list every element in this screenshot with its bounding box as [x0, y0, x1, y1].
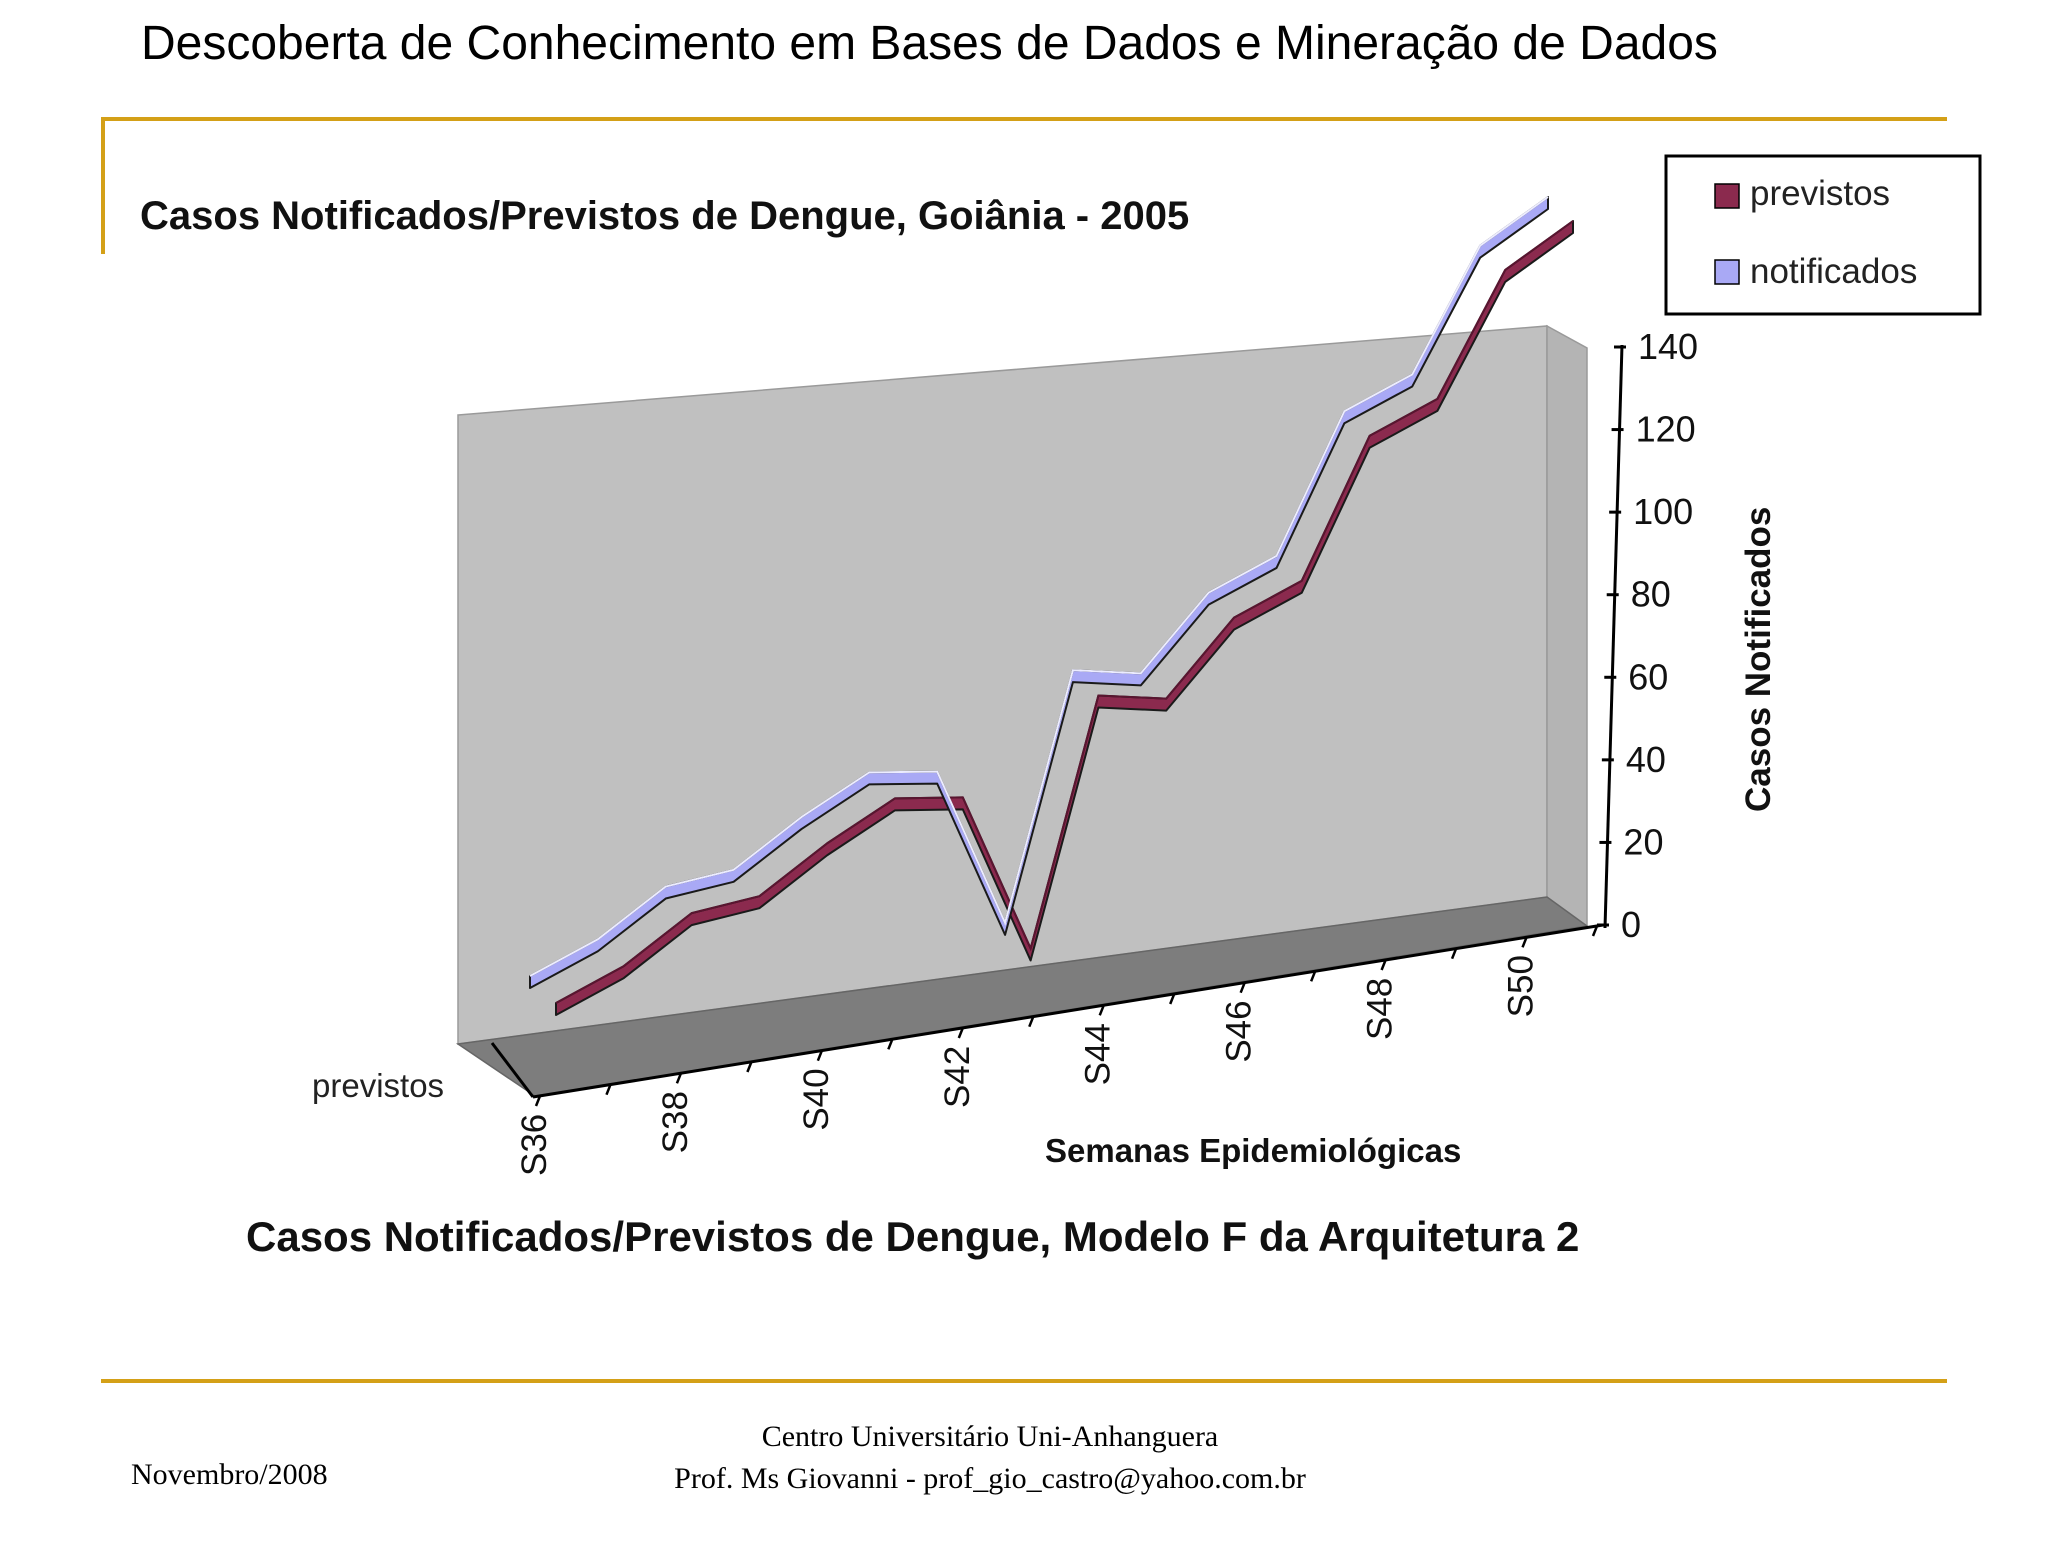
y-tick-label-4: 80 — [1631, 574, 1671, 615]
x-tick-label-s38: S38 — [656, 1091, 695, 1153]
legend-label-notificados: notificados — [1750, 252, 1917, 291]
slide-title: Descoberta de Conhecimento em Bases de D… — [141, 17, 1718, 70]
x-tick-12 — [1380, 959, 1387, 971]
footer-institution: Centro Universitário Uni-Anhanguera — [761, 1420, 1219, 1453]
y-tick-label-3: 60 — [1628, 656, 1668, 697]
y-tick-label-6: 120 — [1636, 409, 1696, 450]
top-rule — [101, 117, 1947, 121]
footer-credits: Centro Universitário Uni-Anhanguera Prof… — [560, 1416, 1420, 1500]
chart-side-wall — [1546, 324, 1588, 928]
y-tick-label-1: 20 — [1623, 821, 1663, 862]
x-tick-label-s50: S50 — [1502, 955, 1541, 1017]
left-rule — [101, 117, 105, 254]
chart-title: Casos Notificados/Previstos de Dengue, G… — [140, 194, 1189, 238]
series-previstos-line — [555, 220, 1574, 1004]
y-tick-label-7: 140 — [1638, 326, 1698, 367]
legend-label-previstos: previstos — [1750, 174, 1890, 213]
y-axis-title: Casos Notificados — [1739, 507, 1778, 812]
legend-swatch-notificados — [1714, 259, 1740, 285]
x-tick-label-s44: S44 — [1079, 1023, 1118, 1085]
x-tick-1 — [605, 1084, 612, 1096]
x-tick-6 — [957, 1027, 964, 1039]
legend-swatch-previstos — [1714, 183, 1740, 209]
x-tick-label-s42: S42 — [938, 1046, 977, 1108]
x-tick-8 — [1098, 1004, 1105, 1016]
chart-caption: Casos Notificados/Previstos de Dengue, M… — [246, 1213, 1579, 1260]
depth-axis-label: previstos — [312, 1067, 444, 1104]
x-tick-11 — [1309, 970, 1317, 982]
x-tick-0 — [534, 1095, 542, 1107]
x-axis-title: Semanas Epidemiológicas — [1045, 1132, 1461, 1169]
x-tick-label-s40: S40 — [797, 1068, 836, 1130]
y-ticks: 0 20 40 60 80 100 120 140 — [1597, 326, 1698, 945]
series-notificados-line — [529, 196, 1549, 977]
x-tick-2 — [675, 1072, 683, 1084]
series-lines — [529, 196, 1574, 1016]
footer-author: Prof. Ms Giovanni - prof_gio_castro@yaho… — [674, 1462, 1306, 1495]
x-tick-15 — [1591, 925, 1599, 937]
x-tick-label-s36: S36 — [515, 1114, 554, 1176]
bottom-rule — [101, 1379, 1947, 1383]
x-tick-label-s46: S46 — [1220, 1000, 1259, 1062]
x-tick-14 — [1521, 936, 1528, 948]
depth-axis-line — [490, 1042, 535, 1098]
x-tick-10 — [1239, 982, 1246, 994]
footer-date: Novembro/2008 — [131, 1458, 328, 1491]
y-tick-label-2: 40 — [1626, 739, 1666, 780]
x-ticks: S36 S38 S40 S42 S44 S46 S48 S50 — [515, 925, 1599, 1176]
legend-box — [1664, 154, 1982, 316]
y-tick-label-0: 0 — [1621, 904, 1641, 945]
x-tick-4 — [816, 1050, 824, 1062]
y-tick-label-5: 100 — [1633, 491, 1693, 532]
x-tick-13 — [1450, 948, 1458, 960]
x-tick-7 — [1028, 1016, 1035, 1028]
y-axis-line — [1603, 344, 1624, 929]
x-tick-5 — [887, 1038, 894, 1050]
x-tick-9 — [1169, 993, 1176, 1005]
x-tick-label-s48: S48 — [1361, 978, 1400, 1040]
x-axis-line — [532, 923, 1604, 1099]
legend: previstos notificados — [1664, 154, 1982, 316]
chart-floor — [455, 896, 1589, 1097]
x-tick-3 — [746, 1061, 753, 1073]
